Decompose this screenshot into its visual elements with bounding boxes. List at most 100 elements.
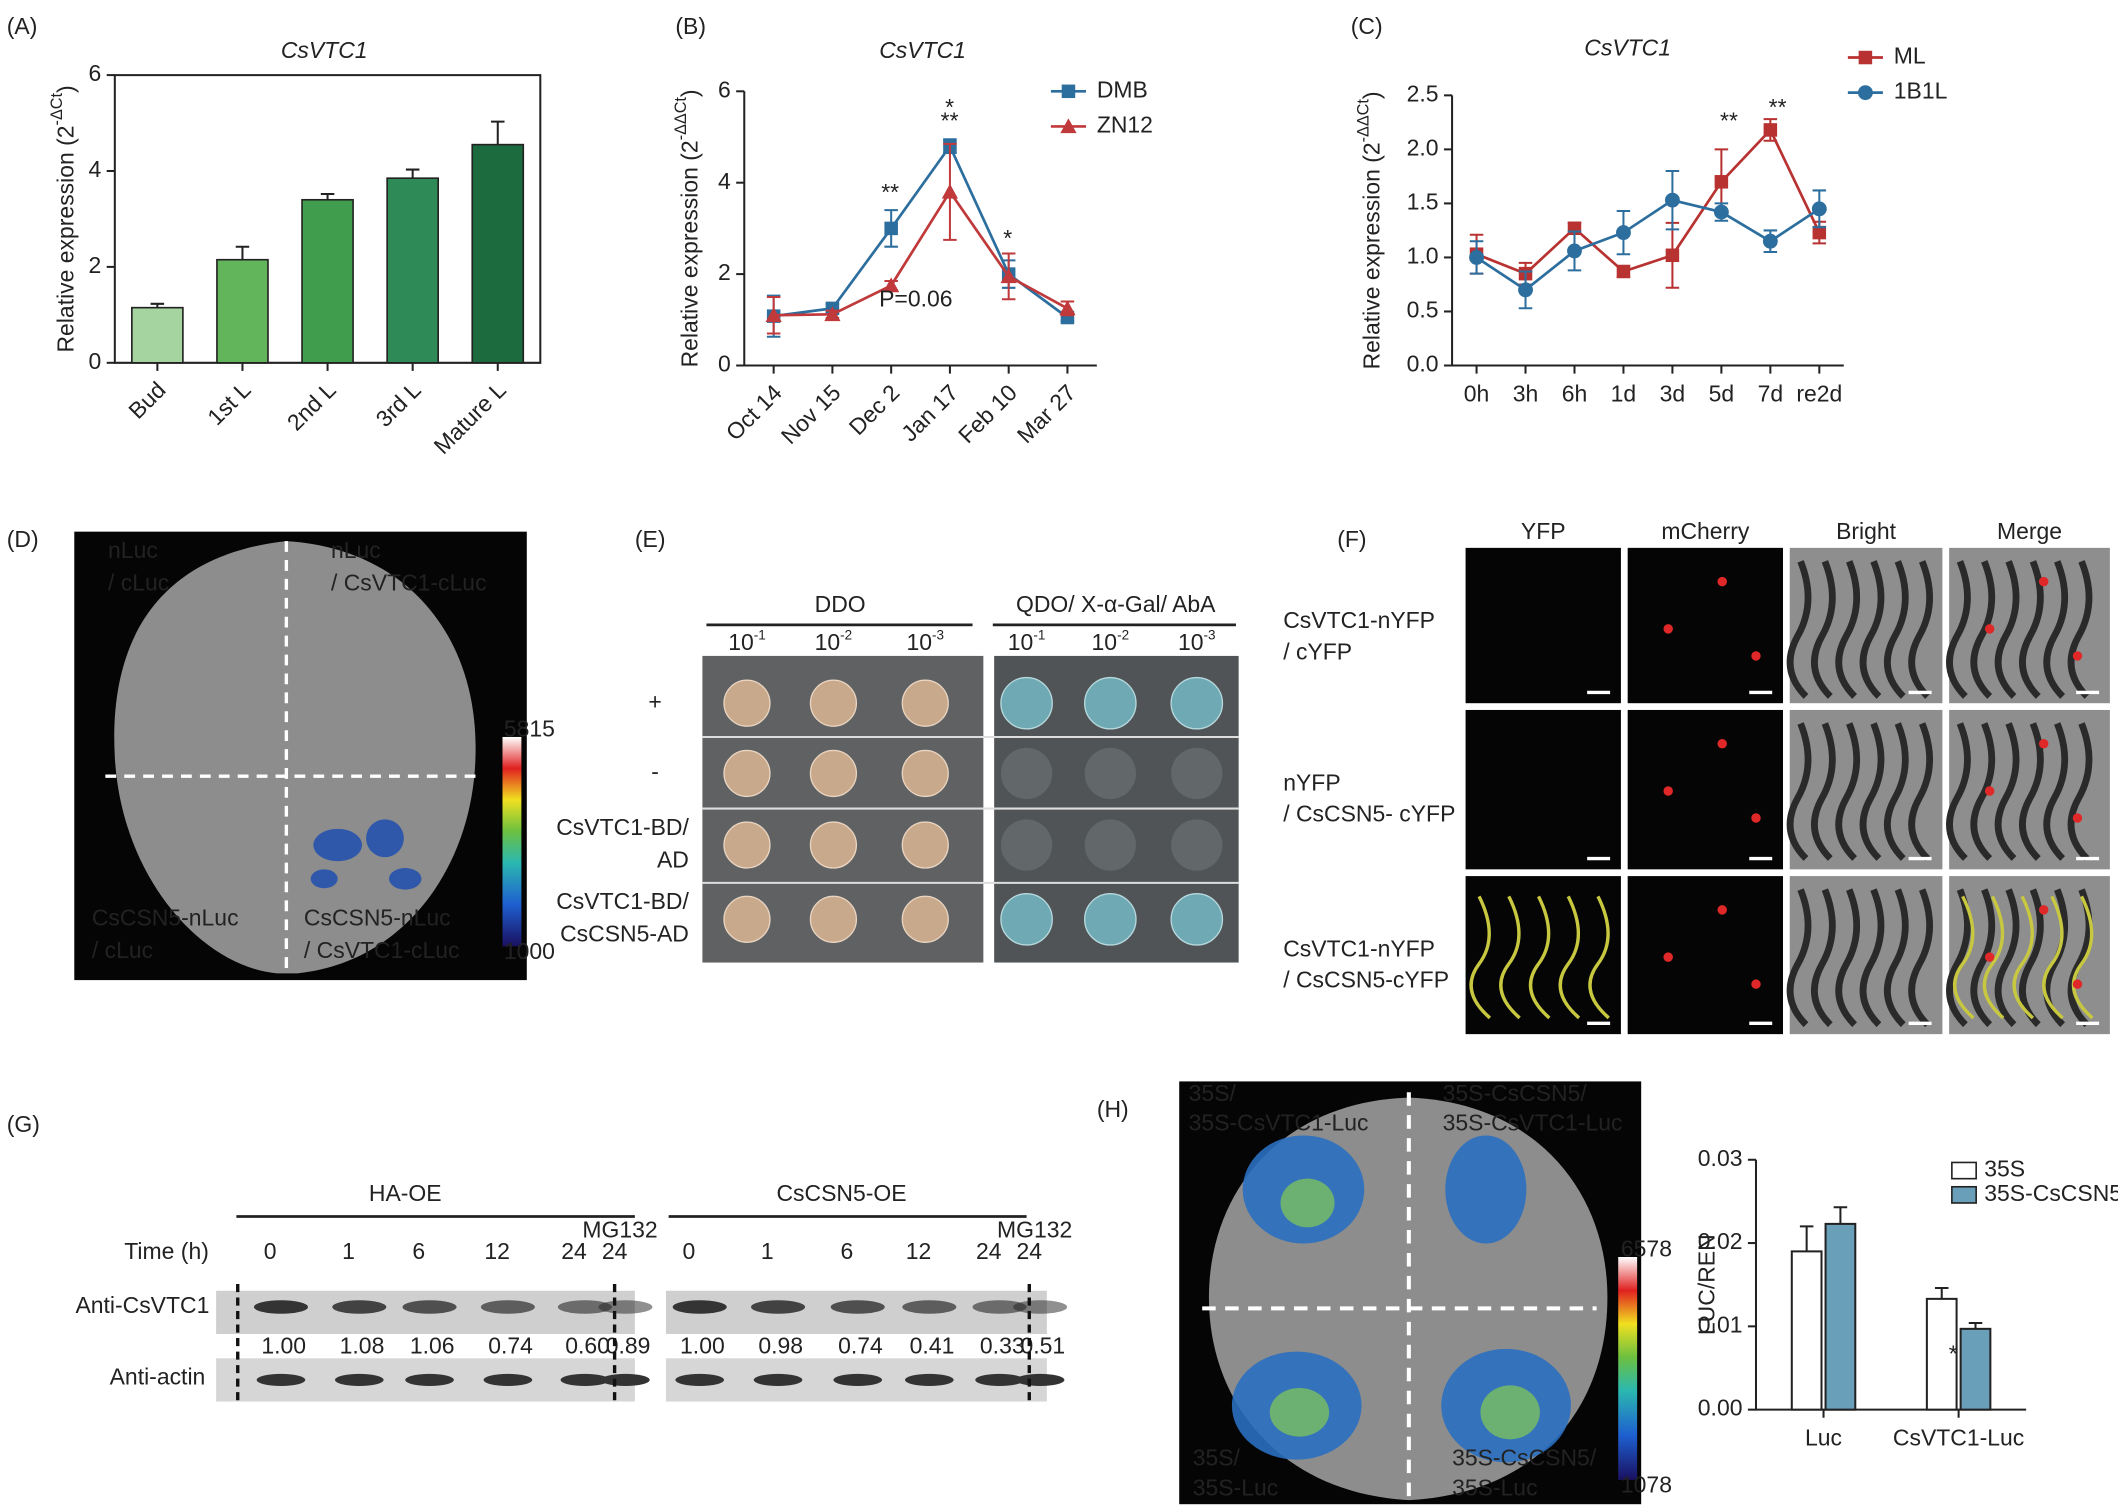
line [1475,198,1821,292]
leaf [114,541,476,974]
dilution: 10-1 [728,627,766,655]
point [941,183,959,199]
error-bar [320,192,335,200]
legend-label: ZN12 [1097,111,1153,137]
bar [1925,1297,1958,1411]
bar [1790,1250,1823,1411]
quantity: 0.98 [758,1333,803,1359]
point [1616,264,1631,279]
leaf-label: 35S-CsVTC1-Luc [1443,1110,1623,1136]
annotation: P=0.06 [879,286,952,312]
y-axis-label-part: -ΔΔCt [672,97,690,141]
cell-outline [2043,560,2069,699]
quantity: 0.74 [488,1333,533,1359]
nucleus [1717,905,1727,915]
y-axis-label-part: ) [677,89,703,97]
x-tick-label: 1d [1611,380,1637,406]
panel-label: (E) [635,526,666,552]
band [905,1373,954,1387]
colony [1171,747,1223,800]
dilution-base: 10 [815,629,841,655]
colony [1000,819,1053,871]
cell-outline [1835,722,1861,861]
colony [1000,676,1053,730]
point [1469,250,1484,265]
row-label: nYFP [1283,769,1340,795]
x-tick-label: 7d [1758,380,1784,406]
time-label: 24 [561,1238,587,1264]
bar [301,198,354,364]
x-tick-label: 2nd L [282,377,341,436]
nucleus [1751,813,1761,823]
error-bar [405,168,420,179]
point [1665,248,1680,263]
yfp-signal [1982,895,2005,1020]
cell-outline [1811,722,1836,861]
nucleus [1984,624,1995,634]
y-tick-label: 4 [89,156,102,182]
scale-label: 5815 [504,715,555,741]
leaf-label: 35S-CsVTC1-Luc [1189,1110,1369,1136]
cell-outline [1884,722,1909,861]
point [1664,192,1680,208]
dilution-exp: -1 [754,627,766,642]
time-label: 6 [841,1238,854,1264]
band [560,1373,610,1387]
x-tick-label: Feb 10 [953,379,1022,448]
row-label: / CsCSN5- cYFP [1283,800,1455,826]
x-tick-label: Mature L [429,377,511,459]
leaf-label: / CsVTC1-cLuc [331,569,487,595]
leaf-label: / cLuc [108,569,169,595]
band [975,1373,1024,1387]
y-axis-label-part: ) [53,85,79,93]
colony [809,679,858,727]
point [1763,123,1778,137]
annotation: ** [881,179,899,205]
colony [1083,676,1137,730]
bar [131,306,184,364]
cell-outline [1994,560,2020,699]
y-tick-label: 2.5 [1407,80,1439,106]
quantity: 0.51 [1020,1333,1065,1359]
colony [1171,819,1223,871]
dilution-exp: -1 [1033,627,1045,642]
cell-outline [1884,560,1909,699]
cell-outline [1970,888,1996,1028]
y-tick-label: 6 [718,76,731,102]
error-bar [491,120,505,145]
colony [1083,892,1137,946]
x-tick-label: Luc [1805,1424,1842,1450]
column-label: Bright [1836,518,1897,544]
micrograph [1627,547,1784,704]
bar [1959,1327,1992,1411]
legend-label: 35S [1984,1156,2025,1182]
band [751,1300,806,1314]
error-bar [235,245,250,260]
dilution-exp: -2 [1117,627,1129,642]
column-label: Merge [1997,518,2062,544]
leaf-label: CsCSN5-nLuc [304,904,451,930]
colony [1084,747,1136,800]
legend-swatch [1951,1161,1977,1180]
nucleus [1717,576,1727,587]
group-label: HA-OE [369,1180,442,1206]
error-bar [1799,1225,1814,1252]
band [830,1300,885,1314]
y-tick-label: 0 [89,348,102,374]
leaf-label: 35S-Luc [1452,1474,1538,1500]
colony [901,895,949,943]
point [883,277,900,293]
cell-outline [1994,722,2020,861]
band [1013,1300,1068,1314]
band [253,1300,308,1314]
cell-outline [2067,722,2093,861]
nucleus [2038,576,2049,587]
y-axis-label-part: -ΔΔCt [1355,99,1373,143]
scale-label: 1078 [1621,1472,1672,1498]
y-tick-label: 0.0 [1407,351,1439,377]
error-bar [150,302,165,308]
colony [1170,676,1224,730]
axis [743,91,1097,367]
cell-outline [1946,722,1971,861]
yfp-signal [1588,895,1610,1020]
